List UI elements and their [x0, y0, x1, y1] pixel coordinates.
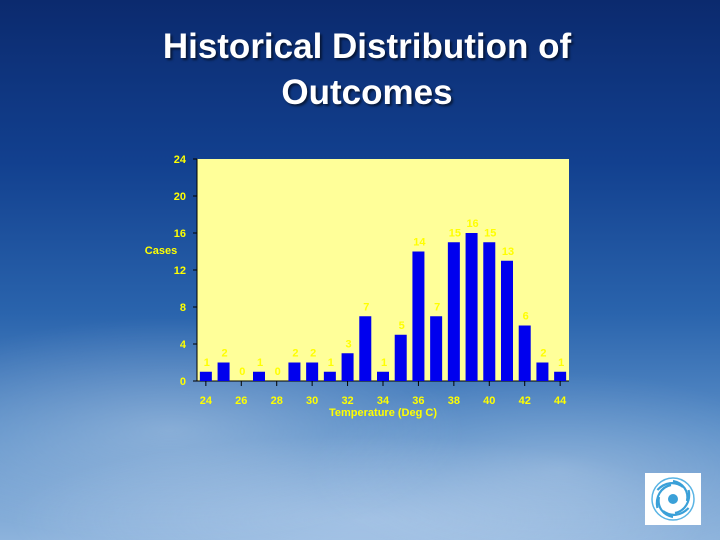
bar-value-label: 7	[363, 301, 369, 313]
bar-value-label: 2	[222, 348, 228, 360]
bar	[394, 334, 407, 381]
bar-value-label: 1	[558, 357, 564, 369]
bar-value-label: 5	[399, 320, 405, 332]
bar-value-label: 1	[257, 357, 263, 369]
bar	[501, 260, 513, 381]
bar	[483, 242, 496, 381]
spiral-logo-icon	[645, 473, 701, 525]
slide-title-line1: Historical Distribution of	[162, 27, 572, 66]
bar-value-label: 1	[204, 357, 210, 369]
y-tick-label: 16	[174, 228, 186, 240]
bar	[288, 362, 301, 381]
y-tick-label: 8	[180, 302, 186, 314]
bar	[412, 251, 425, 381]
x-tick-label: 44	[554, 395, 567, 407]
x-tick-label: 34	[377, 395, 390, 407]
bar-value-label: 16	[466, 218, 478, 230]
bar-value-label: 2	[540, 348, 546, 360]
bar	[217, 362, 230, 381]
bar	[430, 316, 443, 381]
x-tick-label: 30	[306, 395, 318, 407]
bar	[447, 242, 460, 381]
bar	[377, 371, 389, 381]
bar	[536, 362, 549, 381]
bar-value-label: 6	[523, 311, 529, 323]
x-tick-label: 24	[200, 395, 213, 407]
bar	[341, 353, 354, 381]
x-tick-label: 38	[448, 395, 460, 407]
bar-value-label: 14	[413, 237, 426, 249]
bar	[554, 371, 567, 381]
x-tick-label: 26	[235, 395, 247, 407]
bar	[359, 316, 372, 381]
bar-value-label: 7	[434, 301, 440, 313]
bar-value-label: 0	[275, 366, 281, 378]
bar-value-label: 1	[381, 357, 387, 369]
bar-value-label: 15	[449, 227, 461, 239]
y-tick-label: 20	[174, 191, 186, 203]
y-axis-label: Cases	[145, 245, 177, 257]
bar	[306, 362, 319, 381]
slide-title-line2: Outcomes	[281, 73, 453, 112]
y-tick-label: 0	[180, 376, 186, 388]
bar	[323, 371, 336, 381]
y-tick-label: 12	[174, 265, 186, 277]
x-tick-label: 40	[483, 395, 495, 407]
x-tick-label: 42	[519, 395, 531, 407]
bar	[518, 325, 531, 381]
bar	[253, 371, 265, 381]
bar-value-label: 13	[502, 246, 514, 258]
x-tick-label: 28	[271, 395, 283, 407]
bar-value-label: 2	[292, 348, 298, 360]
x-axis-label: Temperature (Deg C)	[329, 407, 437, 419]
plot-area	[197, 159, 569, 381]
bar-value-label: 1	[328, 357, 334, 369]
bar-value-label: 3	[346, 338, 352, 350]
bar	[465, 233, 478, 381]
y-tick-label: 4	[180, 339, 187, 351]
bar-value-label: 15	[484, 227, 496, 239]
y-tick-label: 24	[174, 154, 187, 166]
bar	[199, 371, 212, 381]
bar-value-label: 0	[239, 366, 245, 378]
x-tick-label: 36	[412, 395, 424, 407]
slide-title: Historical Distribution of Outcomes	[0, 24, 720, 116]
bar-value-label: 2	[310, 348, 316, 360]
x-tick-label: 32	[341, 395, 353, 407]
